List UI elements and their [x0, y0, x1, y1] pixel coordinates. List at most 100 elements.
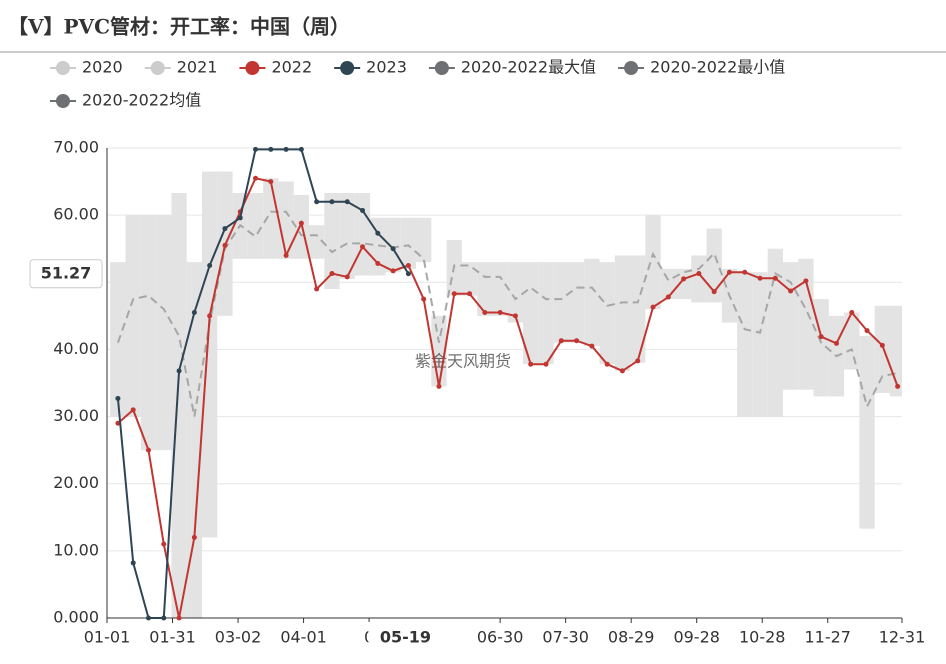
series-point	[360, 207, 366, 213]
range-band	[782, 262, 799, 390]
x-tick-label: 11-27	[804, 628, 851, 647]
series-point	[253, 175, 259, 181]
series-point	[619, 368, 625, 374]
series-point	[298, 220, 304, 226]
series-point	[390, 246, 396, 252]
series-point	[650, 304, 656, 310]
pointer-y-label: 51.27	[41, 263, 92, 282]
range-band	[477, 262, 493, 316]
series-point	[543, 361, 549, 367]
series-point	[314, 286, 320, 292]
range-band	[278, 181, 294, 259]
series-point	[176, 615, 182, 621]
series-point	[726, 269, 732, 275]
series-point	[405, 263, 411, 268]
series-point	[482, 310, 488, 315]
x-tick-label: 09-28	[673, 628, 720, 647]
range-band	[568, 262, 585, 343]
series-point	[130, 407, 136, 413]
series-point	[788, 288, 794, 294]
range-band	[523, 262, 539, 365]
series-point	[207, 263, 213, 268]
range-band	[798, 258, 814, 390]
series-point	[253, 146, 259, 152]
pointer-x-label: 05-19	[380, 628, 431, 647]
range-band	[171, 192, 187, 618]
range-band	[400, 217, 417, 269]
series-point	[268, 146, 274, 152]
series-point	[849, 310, 855, 315]
series-point	[421, 296, 427, 302]
range-band	[691, 255, 707, 303]
series-point	[574, 338, 580, 344]
series-point	[390, 268, 396, 274]
legend-label[interactable]: 2020-2022最大值	[461, 58, 596, 77]
series-point	[237, 215, 243, 221]
series-point	[681, 276, 687, 282]
range-band	[660, 268, 676, 300]
legend-label[interactable]: 2020	[82, 58, 123, 77]
range-band	[752, 272, 768, 417]
series-point	[283, 252, 289, 258]
range-band	[385, 217, 401, 273]
legend-marker	[56, 61, 70, 75]
legend-marker	[245, 61, 260, 75]
series-point	[268, 179, 274, 185]
legend-label[interactable]: 2023	[366, 58, 407, 77]
legend-label[interactable]: 2020-2022最小值	[650, 58, 785, 77]
x-tick-label: 04-01	[280, 628, 327, 647]
series-point	[436, 383, 442, 389]
series-point	[329, 271, 335, 277]
range-band	[737, 272, 753, 417]
series-point	[191, 310, 197, 315]
series-point	[696, 271, 702, 277]
range-band	[584, 258, 600, 347]
series-point	[222, 226, 228, 232]
y-tick-label: 40.00	[53, 339, 99, 358]
legend-marker	[624, 61, 639, 75]
series-point	[115, 395, 121, 401]
x-tick-label: 08-29	[608, 628, 655, 647]
series-point	[329, 199, 335, 205]
pointer-box	[29, 259, 103, 289]
range-band	[186, 262, 203, 618]
legend-label[interactable]: 2020-2022均值	[82, 91, 201, 110]
range-band	[416, 217, 432, 263]
series-point	[298, 146, 304, 152]
series-point	[833, 340, 839, 346]
series-point	[405, 271, 411, 277]
series-point	[467, 291, 473, 297]
y-tick-label: 0.000	[53, 608, 99, 627]
range-band	[202, 171, 218, 538]
series-point	[314, 199, 320, 205]
series-point	[375, 260, 381, 266]
series-point	[222, 242, 228, 248]
range-band	[675, 268, 692, 300]
chart-title: 【V】PVC管材：开工率：中国（周）	[8, 15, 350, 39]
x-tick-label: 01-31	[149, 628, 196, 647]
range-band	[247, 192, 264, 259]
legend-label[interactable]: 2021	[177, 58, 218, 77]
y-tick-label: 10.00	[53, 540, 99, 559]
y-tick-label: 60.00	[53, 205, 99, 224]
range-band	[324, 192, 340, 289]
series-line	[116, 210, 898, 417]
legend-label[interactable]: 2022	[271, 58, 312, 77]
series-point	[742, 269, 748, 275]
series-point	[145, 447, 151, 453]
series-line	[117, 177, 899, 619]
series-point	[360, 244, 366, 250]
range-band	[492, 262, 508, 316]
range-band	[553, 262, 569, 343]
x-tick-label: 07-30	[542, 628, 589, 647]
range-band	[339, 192, 355, 279]
series-point	[864, 328, 870, 334]
range-band	[461, 262, 478, 296]
x-tick-label: 03-02	[215, 628, 262, 647]
series-point	[665, 294, 671, 300]
series-line	[116, 148, 410, 619]
series-point	[161, 541, 167, 547]
series-point	[191, 534, 197, 540]
series-point	[145, 615, 151, 621]
series-point	[879, 342, 885, 348]
